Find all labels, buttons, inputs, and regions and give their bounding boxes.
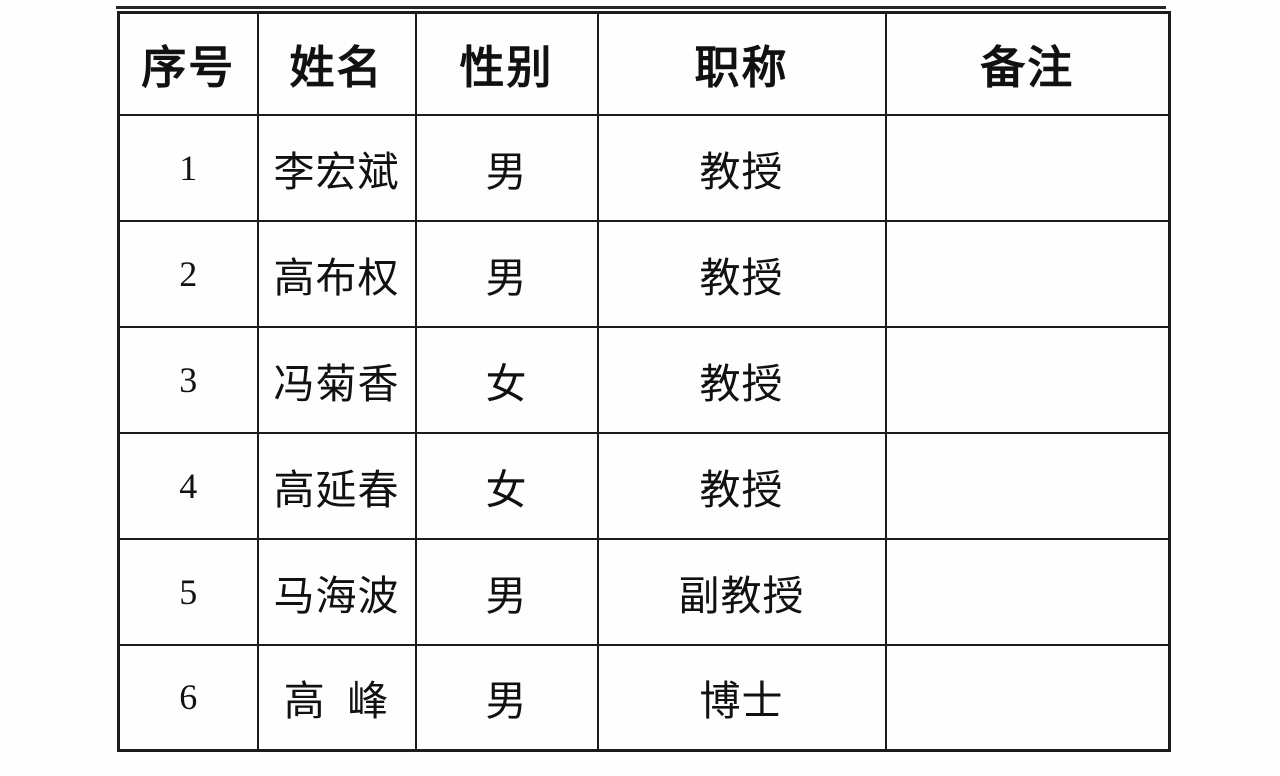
cell-index: 2 xyxy=(117,219,259,328)
cell-gender: 男 xyxy=(414,219,599,328)
table-body: 1 李宏斌男教授 2 高布权男教授 3 冯菊香女教授 4 高延春女教授 5 马海波男副教授 6 高 峰… xyxy=(117,113,1171,752)
cell-title: 教授 xyxy=(596,219,887,328)
cell-index: 5 xyxy=(117,537,259,646)
cell-name: 高 峰 xyxy=(256,643,417,752)
table-row: 5 马海波男副教授 xyxy=(117,537,1171,646)
cell-title: 博士 xyxy=(596,643,887,752)
cell-name: 高延春 xyxy=(256,431,417,540)
cell-title: 教授 xyxy=(596,431,887,540)
cell-gender: 女 xyxy=(414,325,599,434)
column-header-title: 职称 xyxy=(596,11,887,116)
cell-gender: 女 xyxy=(414,431,599,540)
cell-title: 教授 xyxy=(596,325,887,434)
cell-index: 1 xyxy=(117,113,259,222)
personnel-roster-table: 序号 姓名 性别 职称 备注 1 李宏斌男教授 2 高布权男教授 3 冯菊香女教授 4 高延春女教授 5… xyxy=(117,11,1171,752)
cell-index: 6 xyxy=(117,643,259,752)
cell-gender: 男 xyxy=(414,537,599,646)
cell-remark xyxy=(884,219,1171,328)
table-row: 4 高延春女教授 xyxy=(117,431,1171,540)
table-row: 2 高布权男教授 xyxy=(117,219,1171,328)
cell-name: 李宏斌 xyxy=(256,113,417,222)
cell-gender: 男 xyxy=(414,113,599,222)
column-header-index: 序号 xyxy=(117,11,259,116)
cell-index: 4 xyxy=(117,431,259,540)
cell-remark xyxy=(884,113,1171,222)
cell-remark xyxy=(884,643,1171,752)
column-header-name: 姓名 xyxy=(256,11,417,116)
cell-name: 冯菊香 xyxy=(256,325,417,434)
cell-title: 副教授 xyxy=(596,537,887,646)
cell-remark xyxy=(884,537,1171,646)
cell-name: 高布权 xyxy=(256,219,417,328)
table-header-row: 序号 姓名 性别 职称 备注 xyxy=(117,11,1171,116)
cropped-content-remnant-line xyxy=(116,6,1166,9)
cell-gender: 男 xyxy=(414,643,599,752)
cell-title: 教授 xyxy=(596,113,887,222)
column-header-remark: 备注 xyxy=(884,11,1171,116)
cell-name: 马海波 xyxy=(256,537,417,646)
cell-index: 3 xyxy=(117,325,259,434)
column-header-gender: 性别 xyxy=(414,11,599,116)
cell-remark xyxy=(884,325,1171,434)
table-row: 1 李宏斌男教授 xyxy=(117,113,1171,222)
cell-remark xyxy=(884,431,1171,540)
table-row: 3 冯菊香女教授 xyxy=(117,325,1171,434)
table-header: 序号 姓名 性别 职称 备注 xyxy=(117,11,1171,116)
